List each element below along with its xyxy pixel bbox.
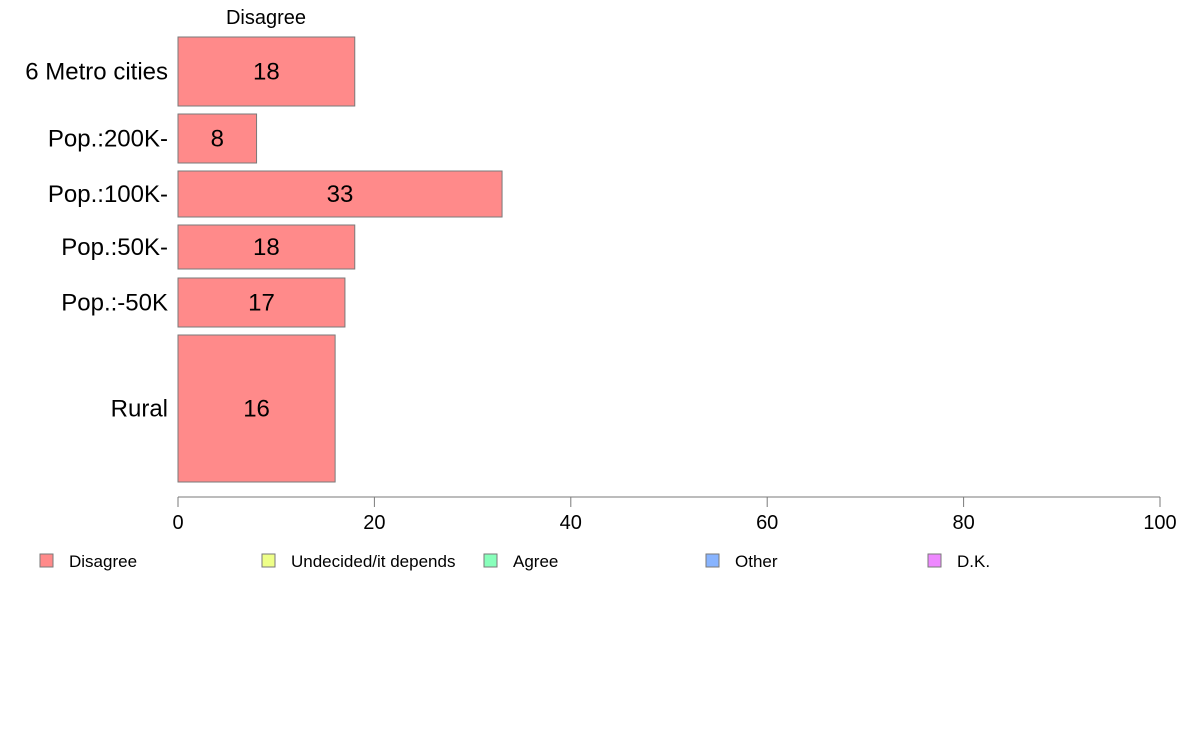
legend-item: D.K. xyxy=(927,552,990,571)
bar xyxy=(177,334,336,483)
x-axis: 0 20 40 60 80 100 xyxy=(172,496,1177,534)
category-label: 6 Metro cities xyxy=(25,59,168,86)
bar xyxy=(177,224,356,270)
bar-value-label: 18 xyxy=(253,59,280,86)
category-label: Pop.:-50K xyxy=(61,290,168,317)
legend-swatch xyxy=(261,553,276,568)
legend-item: Disagree xyxy=(39,552,137,571)
legend-item: Undecided/it depends xyxy=(261,552,455,571)
legend-swatch xyxy=(39,553,54,568)
bars-group: 6 Metro cities 18 Pop.:200K- 8 Pop.:100K- 33 P… xyxy=(25,36,503,483)
legend: Disagree Undecided/it depends Agree Other D.… xyxy=(39,552,990,571)
bar-value-label: 8 xyxy=(211,126,224,153)
legend-item: Other xyxy=(705,552,778,571)
column-header: Disagree xyxy=(226,7,306,29)
category-label: Pop.:200K- xyxy=(48,126,168,153)
category-label: Pop.:50K- xyxy=(61,234,168,261)
bar-value-label: 16 xyxy=(243,396,270,423)
legend-label: Disagree xyxy=(69,552,137,571)
bar xyxy=(177,170,503,218)
bar-value-label: 33 xyxy=(327,181,354,208)
category-label: Rural xyxy=(111,396,168,423)
legend-swatch xyxy=(927,553,942,568)
legend-swatch xyxy=(483,553,498,568)
legend-swatch xyxy=(705,553,720,568)
bar xyxy=(177,277,346,328)
category-label: Pop.:100K- xyxy=(48,181,168,208)
x-tick-label: 100 xyxy=(1143,512,1176,534)
legend-item: Agree xyxy=(483,552,558,571)
x-tick-label: 60 xyxy=(756,512,778,534)
x-tick-label: 80 xyxy=(952,512,974,534)
x-tick-label: 20 xyxy=(363,512,385,534)
bar-value-label: 17 xyxy=(248,290,275,317)
legend-label: Agree xyxy=(513,552,558,571)
bar-value-label: 18 xyxy=(253,234,280,261)
legend-label: D.K. xyxy=(957,552,990,571)
bar xyxy=(177,36,356,107)
legend-label: Undecided/it depends xyxy=(291,552,455,571)
legend-label: Other xyxy=(735,552,778,571)
column-header-group: Disagree xyxy=(226,7,306,29)
x-tick-label: 40 xyxy=(560,512,582,534)
x-tick-label: 0 xyxy=(172,512,183,534)
bar xyxy=(177,113,258,164)
